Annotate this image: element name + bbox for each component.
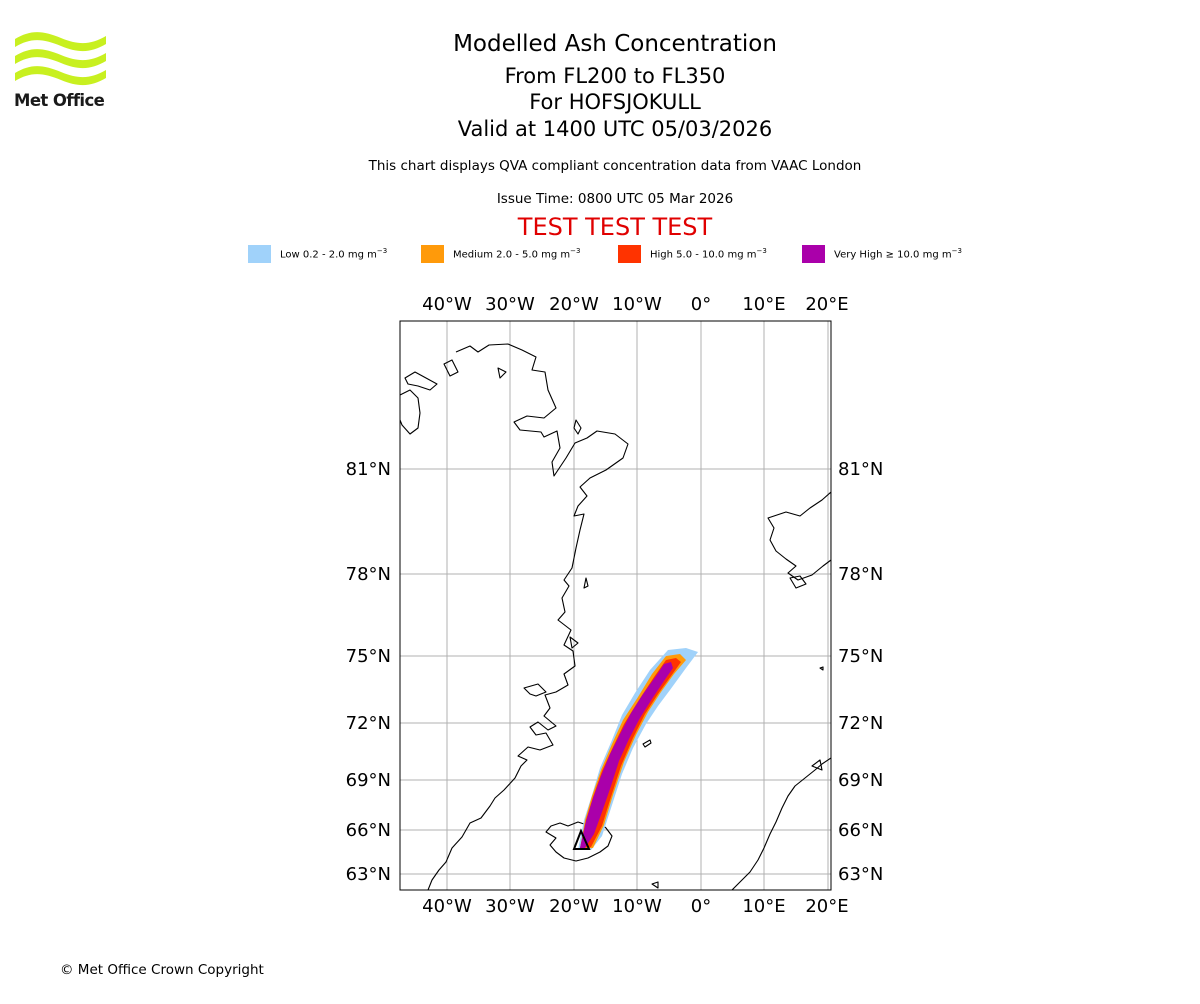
legend-item-low: Low 0.2 - 2.0 mg m−3 <box>248 244 387 264</box>
volcano-name: For HOFSJOKULL <box>529 90 701 114</box>
legend-item-medium: Medium 2.0 - 5.0 mg m−3 <box>421 244 580 264</box>
lat-labels-right: 81°N 78°N 75°N 72°N 69°N 66°N 63°N <box>838 459 883 885</box>
lat-label: 66°N <box>838 820 883 841</box>
legend-swatch-low <box>248 245 271 263</box>
greenland-northwest-coast <box>400 389 421 435</box>
lon-label: 40°W <box>422 896 472 917</box>
iceland-coast <box>545 821 613 862</box>
lat-label: 69°N <box>346 770 391 791</box>
lon-label: 10°W <box>612 294 662 315</box>
ash-plume <box>578 648 698 850</box>
lon-label: 10°E <box>742 896 785 917</box>
legend-label-high: High 5.0 - 10.0 mg m−3 <box>650 247 767 261</box>
ash-very-high-contour <box>580 662 673 848</box>
lon-label: 20°W <box>549 896 599 917</box>
legend-label-medium: Medium 2.0 - 5.0 mg m−3 <box>453 247 581 261</box>
lat-label: 63°N <box>838 864 883 885</box>
lat-label: 75°N <box>346 646 391 667</box>
lat-label: 66°N <box>346 820 391 841</box>
legend-item-high: High 5.0 - 10.0 mg m−3 <box>618 244 767 264</box>
lon-label: 30°W <box>485 896 535 917</box>
lon-label: 10°E <box>742 294 785 315</box>
lon-label: 20°E <box>805 294 848 315</box>
legend-item-very-high: Very High ≥ 10.0 mg m−3 <box>802 244 962 264</box>
coastlines <box>400 343 831 890</box>
lat-label: 78°N <box>838 564 883 585</box>
lat-label: 81°N <box>346 459 391 480</box>
map-frame <box>399 320 832 891</box>
test-banner: TEST TEST TEST <box>517 213 713 241</box>
legend-swatch-medium <box>421 245 444 263</box>
lon-label: 30°W <box>485 294 535 315</box>
met-office-logo: Met Office <box>14 30 108 112</box>
lon-labels-bottom: 40°W 30°W 20°W 10°W 0° 10°E 20°E <box>422 896 848 917</box>
valid-time: Valid at 1400 UTC 05/03/2026 <box>457 117 773 141</box>
jan-mayen-coast <box>642 739 652 748</box>
legend-label-low: Low 0.2 - 2.0 mg m−3 <box>280 247 388 261</box>
flight-level-range: From FL200 to FL350 <box>504 64 726 88</box>
chart-title: Modelled Ash Concentration <box>453 31 777 57</box>
legend-label-very-high: Very High ≥ 10.0 mg m−3 <box>834 247 962 261</box>
lon-label: 40°W <box>422 294 472 315</box>
greenland-coast <box>400 343 629 890</box>
lat-labels-left: 81°N 78°N 75°N 72°N 69°N 66°N 63°N <box>346 459 391 885</box>
lon-labels-top: 40°W 30°W 20°W 10°W 0° 10°E 20°E <box>422 294 848 315</box>
lat-label: 69°N <box>838 770 883 791</box>
volcano-triangle-icon <box>572 828 591 850</box>
norway-coast <box>731 757 831 890</box>
issue-time: Issue Time: 0800 UTC 05 Mar 2026 <box>496 191 734 207</box>
lat-label: 72°N <box>346 713 391 734</box>
lat-label: 72°N <box>838 713 883 734</box>
chart-description: This chart displays QVA compliant concen… <box>368 158 862 174</box>
lat-label: 63°N <box>346 864 391 885</box>
legend-swatch-very-high <box>802 245 825 263</box>
met-office-wave-icon <box>15 32 106 86</box>
lat-label: 75°N <box>838 646 883 667</box>
graticule <box>400 321 831 890</box>
lat-label: 81°N <box>838 459 883 480</box>
svalbard-coast <box>767 491 831 581</box>
lon-label: 20°W <box>549 294 599 315</box>
lon-label: 10°W <box>612 896 662 917</box>
lon-label: 0° <box>691 896 711 917</box>
logo-text: Met Office <box>14 91 105 110</box>
lat-label: 78°N <box>346 564 391 585</box>
copyright-notice: © Met Office Crown Copyright <box>60 962 264 978</box>
lon-label: 0° <box>691 294 711 315</box>
lon-label: 20°E <box>805 896 848 917</box>
legend-swatch-high <box>618 245 641 263</box>
